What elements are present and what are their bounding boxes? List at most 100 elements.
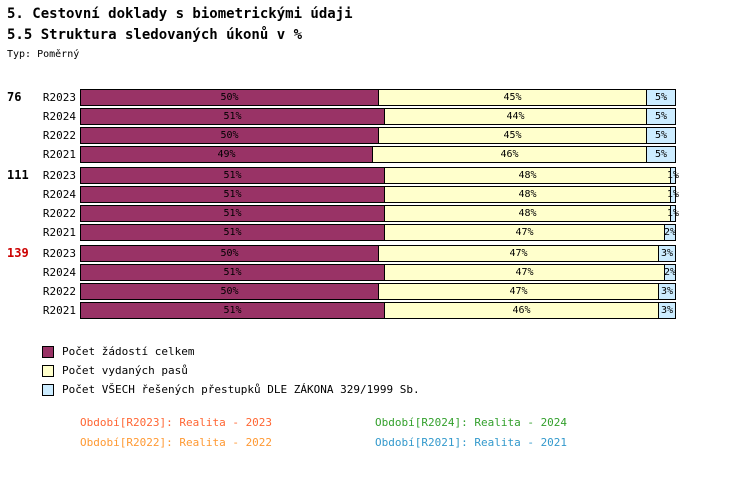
segment-value: 3%: [660, 305, 674, 316]
year-label: R2022: [42, 207, 76, 220]
bar-segment: 48%: [383, 186, 671, 203]
segment-value: 3%: [660, 248, 674, 259]
bar-segment: 47%: [383, 264, 666, 281]
bar-segment: 50%: [80, 127, 379, 144]
bar-segment: 51%: [80, 205, 385, 222]
bar-segment: 51%: [80, 108, 385, 125]
bar-segment: 51%: [80, 264, 385, 281]
bar-segment: 1%: [666, 205, 680, 222]
bar-segment: 45%: [378, 127, 648, 144]
segment-value: 46%: [500, 149, 519, 160]
year-label: R2021: [42, 304, 76, 317]
period-footnote: Období[R2024]: Realita - 2024: [375, 415, 568, 429]
segment-value: 50%: [220, 286, 239, 297]
bar-segment: 48%: [383, 167, 671, 184]
stacked-bar: 49% 46% 5%: [80, 146, 678, 163]
footnote-row: Období[R2022]: Realita - 2022 Období[R202…: [0, 432, 750, 452]
segment-value: 50%: [220, 130, 239, 141]
year-label: R2022: [42, 129, 76, 142]
group-label: [0, 205, 40, 222]
segment-value: 47%: [515, 267, 534, 278]
group-label: [0, 108, 40, 125]
period-footnotes: Období[R2023]: Realita - 2023 Období[R202…: [0, 412, 750, 452]
year-label: R2024: [42, 110, 76, 123]
stacked-bar: 50% 47% 3%: [80, 283, 678, 300]
group-label: [0, 224, 40, 241]
segment-value: 50%: [220, 248, 239, 259]
segment-value: 48%: [518, 189, 537, 200]
stacked-bar: 51% 48% 1%: [80, 167, 680, 184]
segment-value: 51%: [223, 208, 242, 219]
chart-group: 111 R2023 51% 48% 1% R2024 51% 48% 1% R2022 51% 48%…: [0, 167, 750, 241]
legend-item: Počet VŠECH řešených přestupků DLE ZÁKON…: [42, 380, 750, 399]
segment-value: 51%: [223, 111, 242, 122]
bar-segment: 5%: [646, 108, 676, 125]
segment-value: 1%: [666, 208, 680, 219]
bar-segment: 49%: [80, 146, 374, 163]
legend-item: Počet vydaných pasů: [42, 361, 750, 380]
segment-value: 45%: [503, 92, 522, 103]
chart-row: R2022 50% 47% 3%: [0, 283, 750, 300]
chart-row: 76 R2023 50% 45% 5%: [0, 89, 750, 106]
group-label: 76: [7, 90, 22, 104]
year-label: R2021: [42, 226, 76, 239]
segment-value: 47%: [509, 248, 528, 259]
legend: Počet žádostí celkem Počet vydaných pasů P…: [42, 342, 750, 399]
year-label: R2022: [42, 285, 76, 298]
bar-segment: 47%: [378, 283, 660, 300]
segment-value: 1%: [666, 170, 680, 181]
chart-row: R2021 49% 46% 5%: [0, 146, 750, 163]
group-label: [0, 186, 40, 203]
group-label: [0, 146, 40, 163]
legend-label: Počet VŠECH řešených přestupků DLE ZÁKON…: [62, 383, 420, 396]
bar-segment: 5%: [646, 146, 676, 163]
bar-segment: 51%: [80, 302, 385, 319]
bar-segment: 47%: [378, 245, 660, 262]
segment-value: 49%: [217, 149, 236, 160]
chart-row: R2024 51% 48% 1%: [0, 186, 750, 203]
bar-segment: 50%: [80, 245, 379, 262]
segment-value: 45%: [503, 130, 522, 141]
period-footnote: Období[R2022]: Realita - 2022: [80, 435, 273, 449]
chart-row: R2024 51% 47% 2%: [0, 264, 750, 281]
group-label: [0, 127, 40, 144]
segment-value: 51%: [223, 227, 242, 238]
period-footnote: Období[R2021]: Realita - 2021: [375, 435, 568, 449]
bar-segment: 3%: [658, 302, 676, 319]
stacked-bar: 51% 44% 5%: [80, 108, 678, 125]
stacked-bar: 50% 45% 5%: [80, 89, 678, 106]
bar-segment: 3%: [658, 283, 676, 300]
year-label: R2023: [42, 169, 76, 182]
chart-row: R2024 51% 44% 5%: [0, 108, 750, 125]
segment-value: 5%: [655, 130, 668, 141]
bar-segment: 48%: [383, 205, 671, 222]
segment-value: 51%: [223, 189, 242, 200]
bar-segment: 51%: [80, 186, 385, 203]
segment-value: 51%: [223, 305, 242, 316]
legend-swatch-icon: [42, 364, 54, 377]
segment-value: 2%: [663, 267, 677, 278]
bar-segment: 51%: [80, 224, 385, 241]
chart-group: 76 R2023 50% 45% 5% R2024 51% 44% 5% R2022 50% 45% 5…: [0, 89, 750, 163]
segment-value: 5%: [655, 92, 668, 103]
segment-value: 50%: [220, 92, 239, 103]
chart-row: R2022 50% 45% 5%: [0, 127, 750, 144]
bar-segment: 3%: [658, 245, 676, 262]
segment-value: 48%: [518, 170, 537, 181]
bar-segment: 5%: [646, 127, 676, 144]
footnote-row: Období[R2023]: Realita - 2023 Období[R202…: [0, 412, 750, 432]
stacked-bar: 51% 47% 2%: [80, 264, 678, 281]
chart-subtitle: 5.5 Struktura sledovaných úkonů v %: [7, 27, 303, 43]
group-label: [0, 283, 40, 300]
segment-value: 51%: [223, 170, 242, 181]
legend-label: Počet žádostí celkem: [62, 345, 195, 358]
segment-value: 44%: [506, 111, 525, 122]
segment-value: 48%: [518, 208, 537, 219]
stacked-bar: 50% 45% 5%: [80, 127, 678, 144]
segment-value: 2%: [663, 227, 677, 238]
chart-row: R2021 51% 47% 2%: [0, 224, 750, 241]
year-label: R2023: [42, 91, 76, 104]
bar-segment: 2%: [664, 224, 676, 241]
stacked-bar: 51% 48% 1%: [80, 205, 680, 222]
stacked-bar: 51% 48% 1%: [80, 186, 679, 203]
